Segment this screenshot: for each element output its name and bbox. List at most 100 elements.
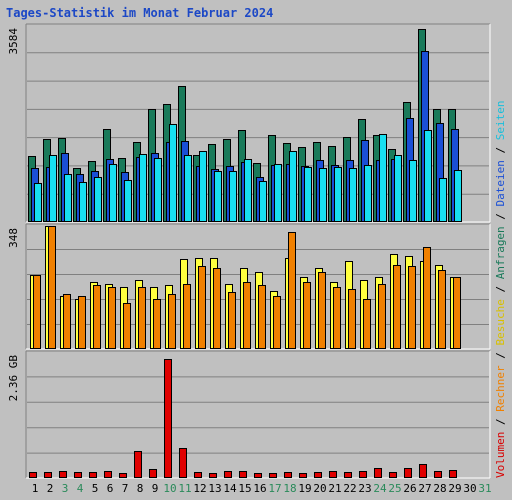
- legend-entry: /: [494, 147, 507, 160]
- day-label: 3: [62, 482, 69, 495]
- pages-bar: [304, 167, 312, 222]
- volume-bar: [29, 472, 37, 478]
- sites-bar: [408, 266, 416, 349]
- day-label: 22: [343, 482, 356, 495]
- sites-bar: [453, 277, 461, 349]
- sites-bar: [438, 270, 446, 349]
- sites-bar: [288, 232, 296, 349]
- volume-bar: [434, 471, 442, 478]
- sites-bar: [318, 272, 326, 349]
- sites-bar: [183, 284, 191, 349]
- day-label: 11: [178, 482, 191, 495]
- pages-bar: [109, 164, 117, 222]
- volume-bar: [209, 473, 217, 478]
- volume-panel-max-label: 2.36 GB: [7, 355, 20, 402]
- day-label: 13: [208, 482, 221, 495]
- day-label: 21: [328, 482, 341, 495]
- sites-bar: [198, 266, 206, 349]
- pages-bar: [319, 168, 327, 222]
- volume-bar: [149, 469, 157, 478]
- volume-bar: [239, 471, 247, 478]
- day-label: 5: [92, 482, 99, 495]
- sites-bar: [78, 296, 86, 349]
- day-label: 2: [47, 482, 54, 495]
- volume-bar: [224, 471, 232, 478]
- pages-bar: [349, 168, 357, 222]
- pages-bar: [274, 164, 282, 222]
- day-label: 7: [122, 482, 129, 495]
- volume-bar: [389, 472, 397, 478]
- day-label: 18: [283, 482, 296, 495]
- sites-bar: [378, 284, 386, 349]
- day-label: 1: [32, 482, 39, 495]
- volume-bar: [449, 470, 457, 478]
- sites-bar: [138, 287, 146, 349]
- volume-bar: [359, 471, 367, 478]
- pages-bar: [199, 151, 207, 222]
- volume-bar: [299, 473, 307, 478]
- day-label: 10: [163, 482, 176, 495]
- hits-panel-max-label: 3584: [7, 28, 20, 55]
- legend-entry: /: [494, 213, 507, 226]
- volume-bar: [269, 473, 277, 478]
- day-label: 19: [298, 482, 311, 495]
- legend-entry: Seiten: [494, 100, 507, 146]
- day-label: 27: [418, 482, 431, 495]
- pages-bar: [94, 177, 102, 222]
- legend-entry: Volumen: [494, 432, 507, 478]
- pages-bar: [154, 158, 162, 222]
- pages-bar: [244, 159, 252, 222]
- pages-bar: [394, 155, 402, 222]
- pages-bar: [34, 183, 42, 222]
- day-label: 15: [238, 482, 251, 495]
- chart-title: Tages-Statistik im Monat Februar 2024: [6, 6, 274, 20]
- volume-bar: [59, 471, 67, 478]
- day-label: 30: [463, 482, 476, 495]
- volume-bar: [104, 471, 112, 478]
- pages-bar: [424, 130, 432, 222]
- day-label: 17: [268, 482, 281, 495]
- pages-bar: [169, 124, 177, 222]
- series-legend: Volumen / Rechner / Besuche / Anfragen /…: [494, 100, 507, 478]
- pages-bar: [184, 155, 192, 222]
- day-label: 20: [313, 482, 326, 495]
- pages-bar: [334, 167, 342, 222]
- sites-bar: [123, 303, 131, 349]
- day-label: 4: [77, 482, 84, 495]
- volume-bar: [119, 473, 127, 478]
- panel-background: [26, 351, 490, 478]
- volume-bar: [179, 448, 187, 478]
- labels-layer: 1 2 3 4 5 6 7 8 9 10 11 12 13 14 15 16 17 18 19 20 21 22 23 24 2…: [32, 482, 492, 495]
- volume-bar: [284, 472, 292, 478]
- pages-bar: [454, 170, 462, 222]
- volume-bar: [74, 472, 82, 478]
- volume-bar: [254, 473, 262, 478]
- sites-bar: [393, 265, 401, 349]
- sites-bar: [243, 282, 251, 349]
- day-label: 28: [433, 482, 446, 495]
- visits-panel-max-label: 348: [7, 228, 20, 248]
- sites-bar: [273, 296, 281, 349]
- sites-bar: [258, 285, 266, 349]
- sites-bar: [93, 285, 101, 349]
- day-label: 16: [253, 482, 266, 495]
- legend-entry: /: [494, 418, 507, 431]
- sites-bar: [33, 275, 41, 349]
- volume-bar: [134, 451, 142, 478]
- volume-bar: [374, 468, 382, 478]
- volume-bar: [404, 468, 412, 478]
- pages-bar: [79, 182, 87, 222]
- day-label: 6: [107, 482, 114, 495]
- volume-bar: [314, 472, 322, 478]
- sites-bar: [153, 299, 161, 349]
- legend-entry: Anfragen: [494, 226, 507, 286]
- sites-bar: [63, 294, 71, 349]
- pages-bar: [439, 178, 447, 222]
- day-label: 24: [373, 482, 387, 495]
- pages-bar: [64, 174, 72, 222]
- pages-bar: [139, 154, 147, 222]
- sites-bar: [108, 287, 116, 349]
- day-label: 31: [478, 482, 491, 495]
